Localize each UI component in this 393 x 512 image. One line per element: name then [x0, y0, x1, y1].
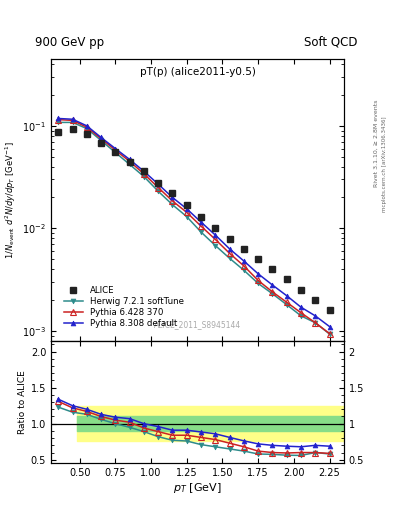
ALICE	[127, 159, 132, 165]
ALICE	[113, 150, 118, 156]
Herwig 7.2.1 softTune	[156, 188, 161, 195]
Text: Soft QCD: Soft QCD	[304, 36, 358, 49]
Pythia 6.428 370	[199, 223, 204, 229]
Pythia 8.308 default	[113, 145, 118, 152]
ALICE	[256, 256, 261, 262]
ALICE	[184, 202, 189, 208]
Pythia 6.428 370	[56, 117, 61, 123]
Line: ALICE: ALICE	[55, 125, 333, 313]
Pythia 8.308 default	[327, 324, 332, 330]
Pythia 8.308 default	[184, 206, 189, 212]
Text: mcplots.cern.ch [arXiv:1306.3436]: mcplots.cern.ch [arXiv:1306.3436]	[382, 116, 387, 211]
Pythia 6.428 370	[327, 331, 332, 337]
Herwig 7.2.1 softTune	[327, 331, 332, 337]
Pythia 6.428 370	[227, 250, 232, 257]
Pythia 8.308 default	[156, 181, 161, 187]
Line: Pythia 8.308 default: Pythia 8.308 default	[56, 116, 332, 329]
Pythia 8.308 default	[227, 246, 232, 252]
Text: ALICE_2011_S8945144: ALICE_2011_S8945144	[154, 321, 241, 330]
ALICE	[270, 266, 275, 272]
ALICE	[227, 237, 232, 243]
Pythia 8.308 default	[313, 313, 318, 319]
Pythia 6.428 370	[313, 319, 318, 326]
Pythia 8.308 default	[299, 304, 303, 310]
ALICE	[313, 297, 318, 303]
Text: pT(p) (alice2011-y0.5): pT(p) (alice2011-y0.5)	[140, 68, 255, 77]
Pythia 6.428 370	[127, 158, 132, 164]
Text: Rivet 3.1.10, ≥ 2.8M events: Rivet 3.1.10, ≥ 2.8M events	[374, 100, 379, 187]
Herwig 7.2.1 softTune	[141, 174, 146, 180]
Y-axis label: Ratio to ALICE: Ratio to ALICE	[18, 370, 27, 434]
ALICE	[242, 246, 246, 252]
Pythia 6.428 370	[184, 209, 189, 216]
Herwig 7.2.1 softTune	[213, 243, 218, 249]
Herwig 7.2.1 softTune	[113, 150, 118, 156]
Herwig 7.2.1 softTune	[242, 267, 246, 273]
Line: Pythia 6.428 370: Pythia 6.428 370	[55, 117, 332, 336]
Pythia 8.308 default	[170, 195, 175, 201]
Pythia 6.428 370	[299, 310, 303, 316]
ALICE	[299, 287, 303, 293]
Pythia 8.308 default	[99, 135, 103, 141]
Pythia 6.428 370	[113, 147, 118, 153]
Pythia 8.308 default	[242, 258, 246, 264]
Line: Herwig 7.2.1 softTune: Herwig 7.2.1 softTune	[56, 120, 332, 336]
Herwig 7.2.1 softTune	[285, 302, 289, 308]
Herwig 7.2.1 softTune	[299, 313, 303, 319]
Herwig 7.2.1 softTune	[227, 255, 232, 262]
Pythia 8.308 default	[256, 271, 261, 277]
Herwig 7.2.1 softTune	[270, 291, 275, 297]
Herwig 7.2.1 softTune	[199, 229, 204, 235]
ALICE	[141, 168, 146, 175]
Y-axis label: $1/N_\mathrm{event}\ d^2N/dy/dp_T\ [\mathrm{GeV}^{-1}]$: $1/N_\mathrm{event}\ d^2N/dy/dp_T\ [\mat…	[4, 141, 18, 259]
Pythia 6.428 370	[285, 299, 289, 305]
Pythia 6.428 370	[242, 263, 246, 269]
ALICE	[156, 179, 161, 185]
Pythia 6.428 370	[170, 198, 175, 204]
X-axis label: $p_T\ [\mathrm{GeV}]$: $p_T\ [\mathrm{GeV}]$	[173, 481, 222, 495]
Pythia 8.308 default	[56, 115, 61, 121]
Herwig 7.2.1 softTune	[184, 214, 189, 220]
Pythia 8.308 default	[141, 168, 146, 175]
Herwig 7.2.1 softTune	[313, 319, 318, 326]
Pythia 6.428 370	[141, 171, 146, 177]
Herwig 7.2.1 softTune	[84, 125, 89, 132]
Pythia 8.308 default	[70, 116, 75, 122]
ALICE	[56, 129, 61, 135]
Pythia 8.308 default	[84, 123, 89, 129]
Herwig 7.2.1 softTune	[99, 137, 103, 143]
ALICE	[170, 190, 175, 196]
Pythia 8.308 default	[285, 293, 289, 299]
Pythia 8.308 default	[199, 219, 204, 225]
Pythia 8.308 default	[213, 232, 218, 238]
Pythia 8.308 default	[270, 282, 275, 288]
Herwig 7.2.1 softTune	[170, 202, 175, 208]
Pythia 6.428 370	[84, 124, 89, 130]
Pythia 6.428 370	[99, 136, 103, 142]
ALICE	[70, 126, 75, 132]
Text: 900 GeV pp: 900 GeV pp	[35, 36, 105, 49]
Pythia 8.308 default	[127, 156, 132, 162]
Pythia 6.428 370	[70, 117, 75, 123]
Pythia 6.428 370	[213, 237, 218, 243]
Pythia 6.428 370	[156, 184, 161, 190]
Pythia 6.428 370	[270, 289, 275, 295]
Pythia 6.428 370	[256, 278, 261, 284]
ALICE	[327, 307, 332, 313]
ALICE	[99, 140, 103, 146]
Herwig 7.2.1 softTune	[256, 281, 261, 287]
ALICE	[84, 131, 89, 137]
ALICE	[285, 276, 289, 282]
Herwig 7.2.1 softTune	[70, 119, 75, 125]
Herwig 7.2.1 softTune	[56, 119, 61, 125]
ALICE	[213, 225, 218, 231]
Legend: ALICE, Herwig 7.2.1 softTune, Pythia 6.428 370, Pythia 8.308 default: ALICE, Herwig 7.2.1 softTune, Pythia 6.4…	[61, 283, 186, 331]
ALICE	[199, 214, 204, 220]
Herwig 7.2.1 softTune	[127, 161, 132, 167]
